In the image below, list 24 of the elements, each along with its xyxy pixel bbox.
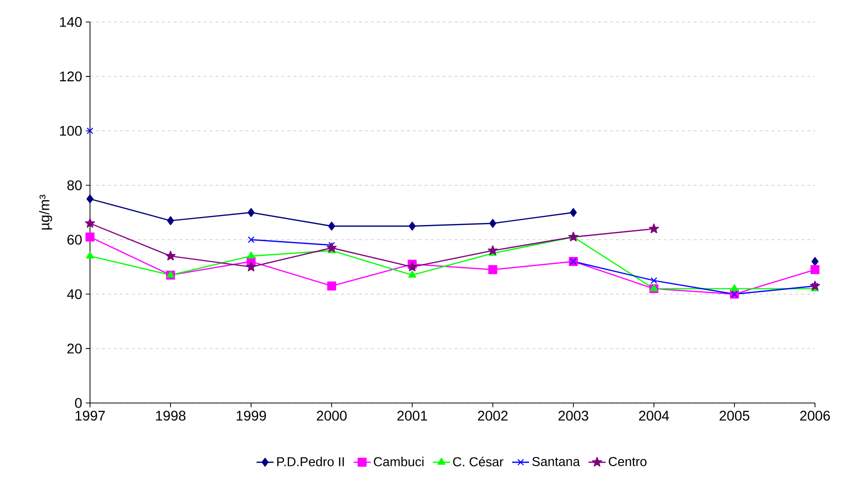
legend-label: C. César <box>453 456 504 466</box>
x-tick-label: 2000 <box>316 410 347 421</box>
y-tick-label: 40 <box>67 289 82 300</box>
x-tick-label: 2006 <box>800 410 830 421</box>
x-tick-label: 2005 <box>720 410 750 421</box>
y-tick-label: 20 <box>67 344 82 354</box>
y-tick-label: 60 <box>67 234 82 245</box>
x-tick-label: 2002 <box>478 410 508 421</box>
y-tick-label: 0 <box>75 398 82 408</box>
x-tick-label: 2003 <box>558 410 588 421</box>
x-tick-label: 1997 <box>76 410 105 421</box>
y-tick-label: 140 <box>60 17 82 27</box>
x-tick-label: 1998 <box>156 410 186 421</box>
y-tick-label: 100 <box>60 126 82 136</box>
legend-label: P.D.Pedro II <box>277 456 344 466</box>
legend-label: Santana <box>532 456 580 466</box>
x-tick-label: 1999 <box>236 410 266 421</box>
legend-label: Cambuci <box>374 456 424 466</box>
legend-label: Centro <box>608 456 646 466</box>
x-tick-label: 2004 <box>639 410 669 421</box>
x-tick-label: 2001 <box>397 410 428 421</box>
y-tick-label: 120 <box>60 71 82 82</box>
y-axis-title: µg/m³ <box>39 194 52 230</box>
y-tick-label: 80 <box>67 180 82 190</box>
